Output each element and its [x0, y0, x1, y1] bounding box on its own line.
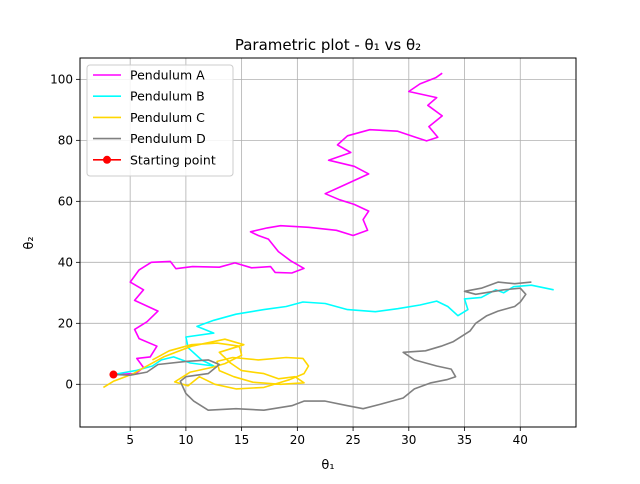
legend-marker: [103, 155, 111, 164]
chart-title: Parametric plot - θ₁ vs θ₂: [235, 36, 421, 54]
x-tick-label: 40: [513, 433, 528, 447]
y-axis-label: θ₂: [22, 236, 37, 249]
legend-label: Pendulum D: [130, 131, 206, 146]
x-tick-label: 25: [345, 433, 360, 447]
ticks: 5 10 15 20 25 30 35 40 0 20 40 60 80 100: [50, 72, 528, 447]
y-tick-label: 60: [58, 194, 73, 208]
legend: Pendulum A Pendulum B Pendulum C Pendulum D…: [86, 64, 234, 177]
legend-label: Pendulum A: [130, 68, 205, 83]
legend-label: Starting point: [130, 152, 216, 167]
legend-box: [86, 64, 234, 177]
x-tick-label: 35: [457, 433, 472, 447]
y-tick-label: 40: [58, 255, 73, 269]
x-tick-label: 20: [290, 433, 305, 447]
series-line-a: [113, 72, 444, 376]
x-tick-label: 5: [126, 433, 134, 447]
legend-label: Pendulum C: [130, 110, 205, 125]
y-tick-label: 80: [58, 133, 73, 147]
x-tick-label: 15: [234, 433, 249, 447]
x-tick-label: 10: [178, 433, 193, 447]
x-tick-label: 30: [401, 433, 416, 447]
series-line-d: [113, 281, 532, 412]
x-axis-label: θ₁: [321, 458, 334, 473]
series-line-c: [102, 338, 310, 390]
axes-frame: [79, 57, 577, 428]
legend-label: Pendulum B: [130, 89, 205, 104]
y-tick-label: 100: [50, 72, 73, 86]
y-tick-label: 0: [65, 377, 73, 391]
series-line-b: [113, 284, 554, 376]
series-layer: [102, 72, 554, 412]
starting-point-marker: [109, 370, 118, 379]
y-tick-label: 20: [58, 316, 73, 330]
